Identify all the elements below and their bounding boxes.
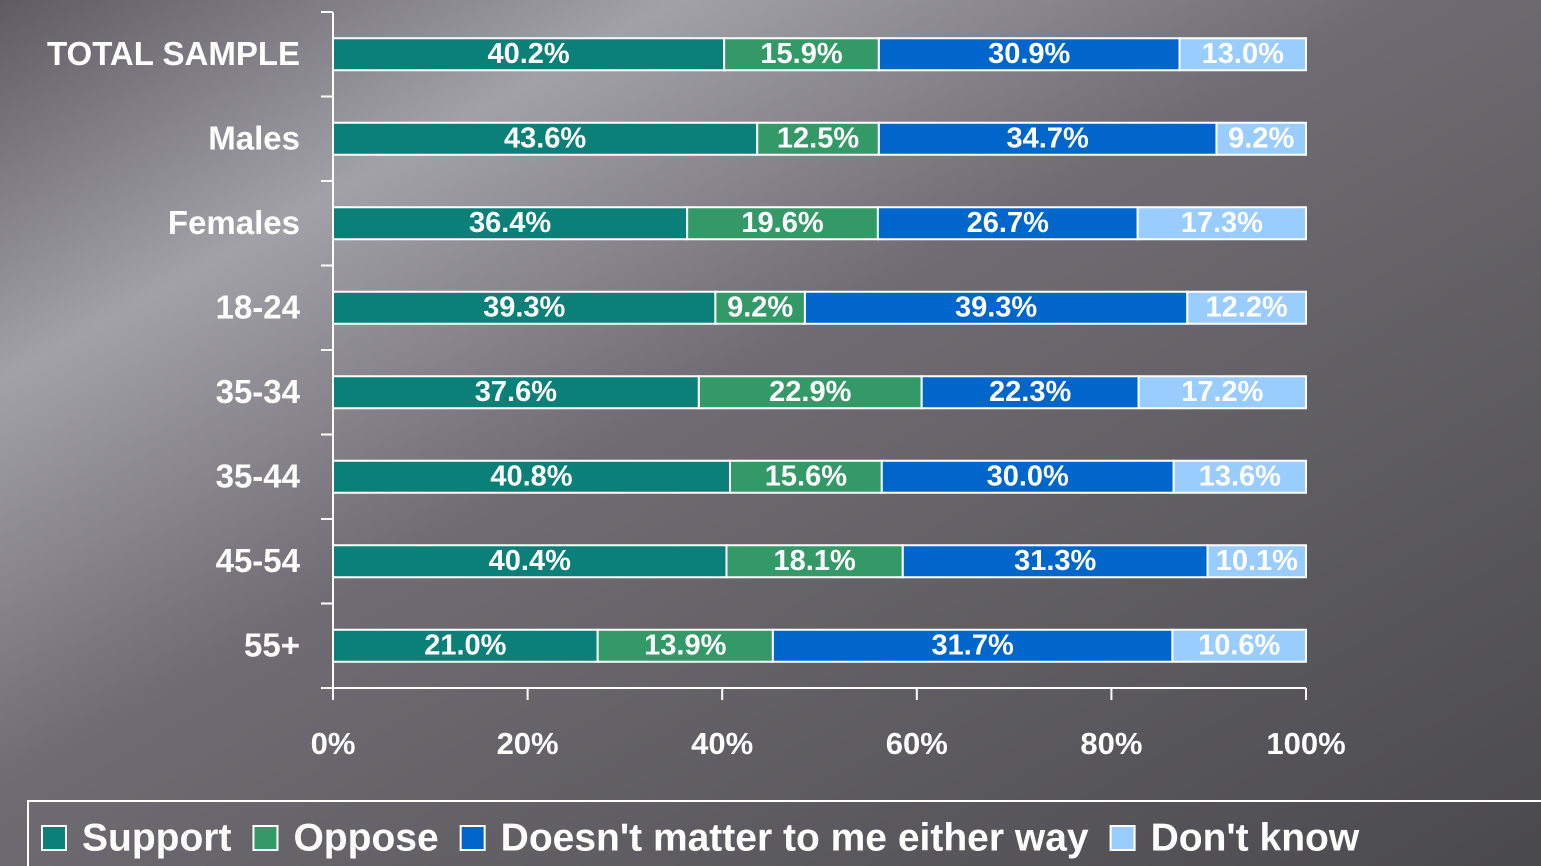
legend-swatch bbox=[252, 825, 279, 851]
legend-label: Don't know bbox=[1151, 816, 1360, 859]
value-label: 10.6% bbox=[1198, 629, 1280, 661]
value-label: 12.2% bbox=[1206, 291, 1288, 323]
bar-segment bbox=[332, 121, 759, 156]
x-tick-label: 20% bbox=[497, 726, 559, 761]
value-label: 17.3% bbox=[1181, 207, 1263, 239]
bar-segment bbox=[771, 628, 1174, 663]
bar-segment bbox=[876, 206, 1139, 241]
bar-segment bbox=[714, 290, 806, 325]
x-tick-label: 0% bbox=[311, 726, 356, 761]
category-label: 35-34 bbox=[216, 373, 301, 410]
value-label: 30.0% bbox=[987, 460, 1069, 492]
bar-segment bbox=[1186, 290, 1307, 325]
legend-swatch bbox=[41, 825, 67, 851]
value-label: 15.9% bbox=[760, 38, 842, 70]
bar-segment bbox=[1172, 459, 1307, 494]
bar-segment bbox=[332, 290, 717, 325]
value-label: 13.0% bbox=[1202, 38, 1284, 70]
bar-segment bbox=[1178, 37, 1308, 72]
value-label: 36.4% bbox=[469, 207, 551, 239]
bar-segment bbox=[901, 544, 1209, 579]
bar-segment bbox=[1206, 544, 1308, 579]
bar-segment bbox=[332, 206, 689, 241]
legend-swatch bbox=[1109, 825, 1136, 851]
legend-box bbox=[27, 800, 1541, 866]
category-label: 18-24 bbox=[216, 288, 301, 325]
bar-segment bbox=[1171, 628, 1308, 663]
value-label: 34.7% bbox=[1007, 122, 1089, 154]
category-label: 45-54 bbox=[216, 542, 301, 579]
value-label: 43.6% bbox=[504, 122, 586, 154]
value-label: 13.6% bbox=[1199, 460, 1281, 492]
bar-segment bbox=[1137, 375, 1308, 410]
value-label: 40.2% bbox=[487, 38, 569, 70]
value-label: 9.2% bbox=[1228, 122, 1294, 154]
value-label: 31.3% bbox=[1014, 545, 1096, 577]
x-tick-label: 100% bbox=[1266, 726, 1345, 761]
bar-segment bbox=[697, 375, 923, 410]
value-label: 18.1% bbox=[774, 545, 856, 577]
bar-segment bbox=[723, 37, 880, 72]
x-tick-label: 80% bbox=[1080, 726, 1142, 761]
bar-segment bbox=[596, 628, 774, 663]
x-tick-label: 40% bbox=[691, 726, 753, 761]
bar-segment bbox=[803, 290, 1189, 325]
value-label: 9.2% bbox=[727, 291, 793, 323]
value-label: 12.5% bbox=[777, 122, 859, 154]
value-label: 39.3% bbox=[955, 291, 1037, 323]
bar-segment bbox=[728, 459, 883, 494]
bar-segment bbox=[332, 37, 726, 72]
bar-segment bbox=[332, 544, 728, 579]
bar-segment bbox=[877, 37, 1181, 72]
value-label: 15.6% bbox=[765, 460, 847, 492]
value-label: 19.6% bbox=[741, 207, 823, 239]
category-label: Males bbox=[208, 119, 300, 156]
value-label: 21.0% bbox=[424, 629, 506, 661]
value-label: 22.9% bbox=[769, 376, 851, 408]
value-label: 40.8% bbox=[490, 460, 572, 492]
bar-segment bbox=[877, 121, 1218, 156]
value-label: 22.3% bbox=[989, 376, 1071, 408]
value-label: 10.1% bbox=[1216, 545, 1298, 577]
category-label: 55+ bbox=[244, 626, 300, 663]
value-label: 13.9% bbox=[644, 629, 726, 661]
legend-label: Oppose bbox=[293, 816, 438, 859]
bar-segment bbox=[332, 628, 599, 663]
category-label: 35-44 bbox=[216, 457, 301, 494]
value-label: 30.9% bbox=[988, 38, 1070, 70]
value-label: 26.7% bbox=[967, 207, 1049, 239]
bar-segment bbox=[1215, 121, 1308, 156]
value-label: 31.7% bbox=[932, 629, 1014, 661]
category-label: Females bbox=[168, 204, 300, 241]
bar-segment bbox=[1136, 206, 1308, 241]
bar-segment bbox=[920, 375, 1140, 410]
value-label: 17.2% bbox=[1181, 376, 1263, 408]
legend-label: Doesn't matter to me either way bbox=[501, 816, 1089, 859]
value-label: 40.4% bbox=[489, 545, 571, 577]
legend-swatch bbox=[459, 825, 486, 851]
legend-label: Support bbox=[82, 816, 231, 859]
category-label: TOTAL SAMPLE bbox=[47, 35, 300, 72]
x-tick-label: 60% bbox=[886, 726, 948, 761]
value-label: 39.3% bbox=[483, 291, 565, 323]
value-label: 37.6% bbox=[475, 376, 557, 408]
